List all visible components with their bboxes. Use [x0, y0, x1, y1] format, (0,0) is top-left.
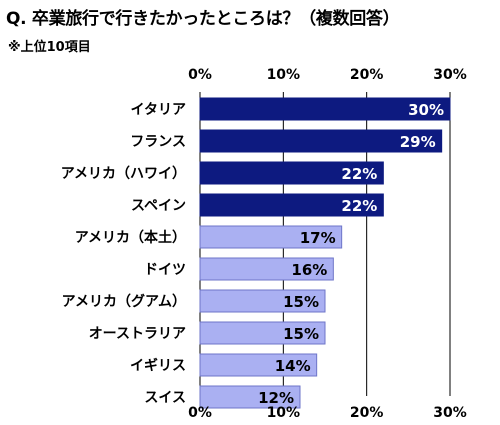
labels: 0% 0% 10% 10% 20% 20% 30% 30% イタリア 30% フランス 29% アメリカ…: [61, 67, 467, 421]
bar: [199, 257, 334, 281]
category-label: スペイン: [131, 198, 186, 214]
bar: [199, 225, 343, 249]
x-tick-label-bottom: 20%: [350, 405, 384, 421]
category-label: オーストラリア: [89, 326, 186, 342]
category-label: スイス: [144, 390, 186, 406]
category-label: ドイツ: [144, 262, 186, 278]
category-label: フランス: [130, 134, 186, 150]
data-label: 14%: [275, 357, 311, 375]
x-tick-label-top: 20%: [350, 67, 384, 83]
data-label: 16%: [291, 261, 327, 279]
category-label: アメリカ（本土）: [75, 229, 186, 246]
x-tick-label-bottom: 0%: [188, 405, 212, 421]
data-label: 17%: [300, 229, 336, 247]
chart-title: Q. 卒業旅行で行きたかったところは？（複数回答）: [6, 9, 400, 29]
bar: [199, 161, 384, 185]
bar: [199, 97, 451, 121]
data-label: 22%: [341, 165, 377, 183]
category-label: アメリカ（ハワイ）: [61, 166, 186, 182]
category-label: イタリア: [131, 102, 186, 118]
x-tick-label-bottom: 10%: [267, 405, 301, 421]
data-label: 22%: [341, 197, 377, 215]
data-label: 29%: [400, 133, 436, 151]
data-label: 30%: [408, 101, 444, 119]
category-label: イギリス: [130, 357, 186, 374]
data-label: 15%: [283, 293, 319, 311]
bar: [199, 289, 326, 313]
category-label: アメリカ（グアム）: [62, 293, 186, 310]
x-tick-label-top: 30%: [433, 67, 467, 83]
bars: [199, 97, 451, 409]
bar: [199, 193, 384, 217]
data-label: 12%: [258, 389, 294, 407]
bar: [199, 385, 301, 409]
bar: [199, 129, 443, 153]
bar: [199, 353, 318, 377]
chart-subtitle: ※上位10項目: [8, 40, 91, 55]
x-tick-label-top: 10%: [267, 67, 301, 83]
bar: [199, 321, 326, 345]
data-label: 15%: [283, 325, 319, 343]
x-tick-label-bottom: 30%: [433, 405, 467, 421]
x-tick-label-top: 0%: [188, 67, 212, 83]
